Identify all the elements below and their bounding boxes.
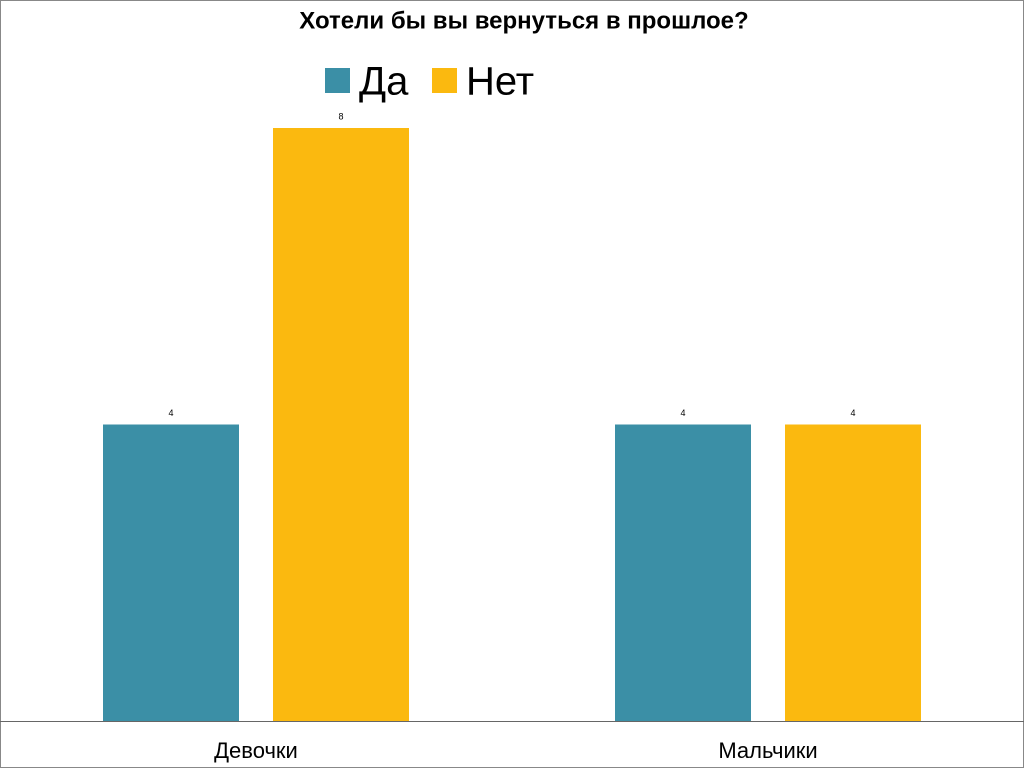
data-label: 8 <box>338 111 343 121</box>
data-label: 4 <box>680 408 685 418</box>
legend-label: Да <box>359 60 409 104</box>
legend-swatch <box>325 68 350 93</box>
legend-swatch <box>432 68 457 93</box>
legend-label: Нет <box>466 60 534 104</box>
bar <box>103 424 239 721</box>
x-tick-label: Мальчики <box>718 738 817 763</box>
data-label: 4 <box>850 408 855 418</box>
chart-title: Хотели бы вы вернуться в прошлое? <box>299 7 748 34</box>
bar <box>273 128 409 721</box>
x-tick-label: Девочки <box>214 738 298 763</box>
bar <box>615 424 751 721</box>
data-label: 4 <box>168 408 173 418</box>
bar <box>785 424 921 721</box>
